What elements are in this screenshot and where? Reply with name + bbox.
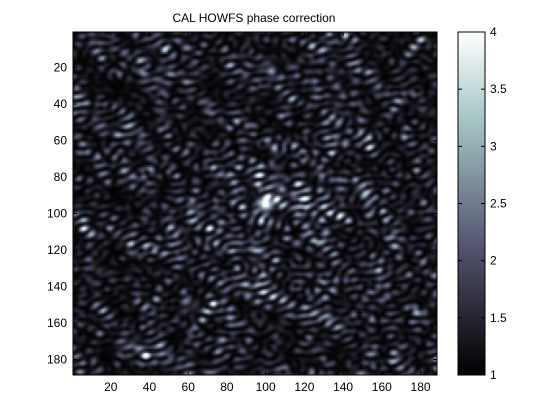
colorbar-tick-label: 2.5 — [490, 197, 507, 211]
x-tick-label: 160 — [372, 380, 392, 394]
x-tick-label: 120 — [294, 380, 314, 394]
y-tick-label: 160 — [47, 316, 67, 330]
y-tick-label: 40 — [54, 97, 68, 111]
chart-title: CAL HOWFS phase correction — [173, 11, 336, 25]
y-tick-label: 140 — [47, 280, 67, 294]
x-tick-label: 60 — [182, 380, 196, 394]
colorbar-tick-label: 3.5 — [490, 82, 507, 96]
colorbar-tick-label: 2 — [490, 254, 497, 268]
y-axis: 20 40 60 80 100 120 140 160 180 — [47, 61, 437, 366]
colorbar-tick-label: 3 — [490, 139, 497, 153]
colorbar: 1 1.5 2 2.5 3 3.5 4 — [457, 25, 507, 382]
colorbar-gradient — [458, 32, 485, 375]
y-tick-label: 120 — [47, 243, 67, 257]
x-tick-label: 100 — [256, 380, 276, 394]
x-axis: 20 40 60 80 100 120 140 160 180 — [104, 32, 431, 394]
x-tick-label: 20 — [104, 380, 118, 394]
y-tick-label: 80 — [54, 170, 68, 184]
plot-axes-box — [72, 31, 438, 376]
x-tick-label: 180 — [411, 380, 431, 394]
y-tick-label: 20 — [54, 61, 68, 75]
x-tick-label: 80 — [220, 380, 234, 394]
colorbar-tick-label: 1.5 — [490, 311, 507, 325]
y-tick-label: 100 — [47, 207, 67, 221]
colorbar-tick-label: 4 — [490, 25, 497, 39]
y-tick-label: 180 — [47, 352, 67, 366]
y-tick-label: 60 — [54, 134, 68, 148]
x-tick-label: 40 — [143, 380, 157, 394]
colorbar-ticks: 1 1.5 2 2.5 3 3.5 4 — [458, 25, 507, 382]
heatmap-canvas — [73, 32, 437, 375]
x-tick-label: 140 — [333, 380, 353, 394]
heatmap-canvas-wrapper — [73, 32, 437, 375]
colorbar-tick-label: 1 — [490, 368, 497, 382]
heatmap — [73, 32, 437, 375]
